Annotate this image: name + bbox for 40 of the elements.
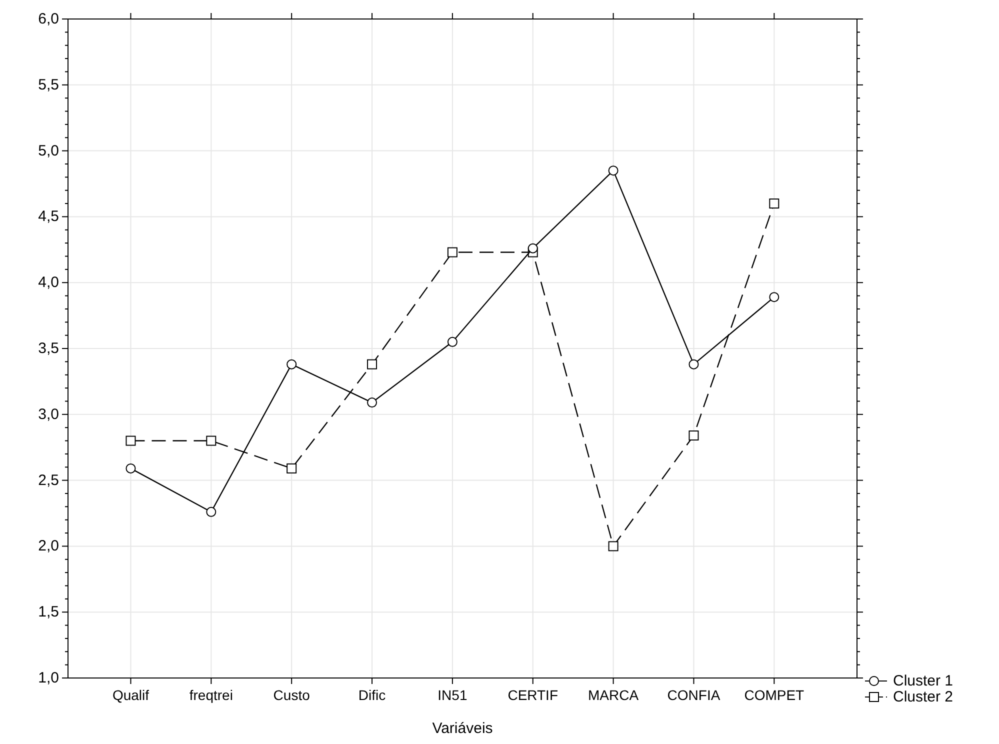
y-tick-label: 1,5	[38, 604, 59, 621]
x-tick-label: Qualif	[112, 687, 150, 703]
point	[126, 436, 136, 446]
point	[206, 506, 216, 517]
y-tick-label: 6,0	[38, 10, 59, 28]
point	[286, 359, 297, 370]
point	[206, 436, 216, 446]
x-tick-label: IN51	[438, 687, 468, 703]
point	[126, 463, 136, 474]
point	[286, 463, 297, 474]
x-tick-label: Custo	[273, 687, 310, 703]
y-tick-label: 5,5	[38, 76, 59, 94]
y-tick-label: 3,0	[38, 406, 59, 423]
point	[447, 336, 458, 347]
x-tick-label: freqtrei	[189, 687, 233, 703]
y-tick-label: 2,5	[38, 472, 59, 489]
x-tick-label: COMPET	[744, 687, 805, 703]
point	[447, 247, 458, 258]
y-tick-label: 4,5	[38, 208, 59, 226]
y-tick-label: 4,0	[38, 274, 59, 292]
x-tick-label: CONFIA	[667, 687, 721, 703]
legend-label: Cluster 2	[893, 688, 954, 706]
point	[528, 243, 538, 254]
x-tick-label: MARCA	[588, 687, 640, 703]
point	[769, 292, 780, 302]
point	[688, 430, 699, 440]
x-tick-label: CERTIF	[508, 687, 558, 703]
y-tick-label: 3,5	[38, 340, 59, 357]
y-tick-label: 5,0	[38, 142, 59, 160]
legend-label: Cluster 1	[893, 672, 954, 690]
point	[608, 541, 618, 552]
y-tick-label: 2,0	[38, 538, 59, 555]
point	[608, 166, 618, 176]
x-tick-label: Dific	[358, 687, 386, 703]
point	[367, 398, 378, 408]
y-tick-label: 1,0	[38, 670, 59, 686]
point	[769, 198, 780, 209]
point	[688, 359, 699, 370]
x-axis-title: Variáveis	[432, 720, 493, 737]
point	[367, 359, 378, 370]
